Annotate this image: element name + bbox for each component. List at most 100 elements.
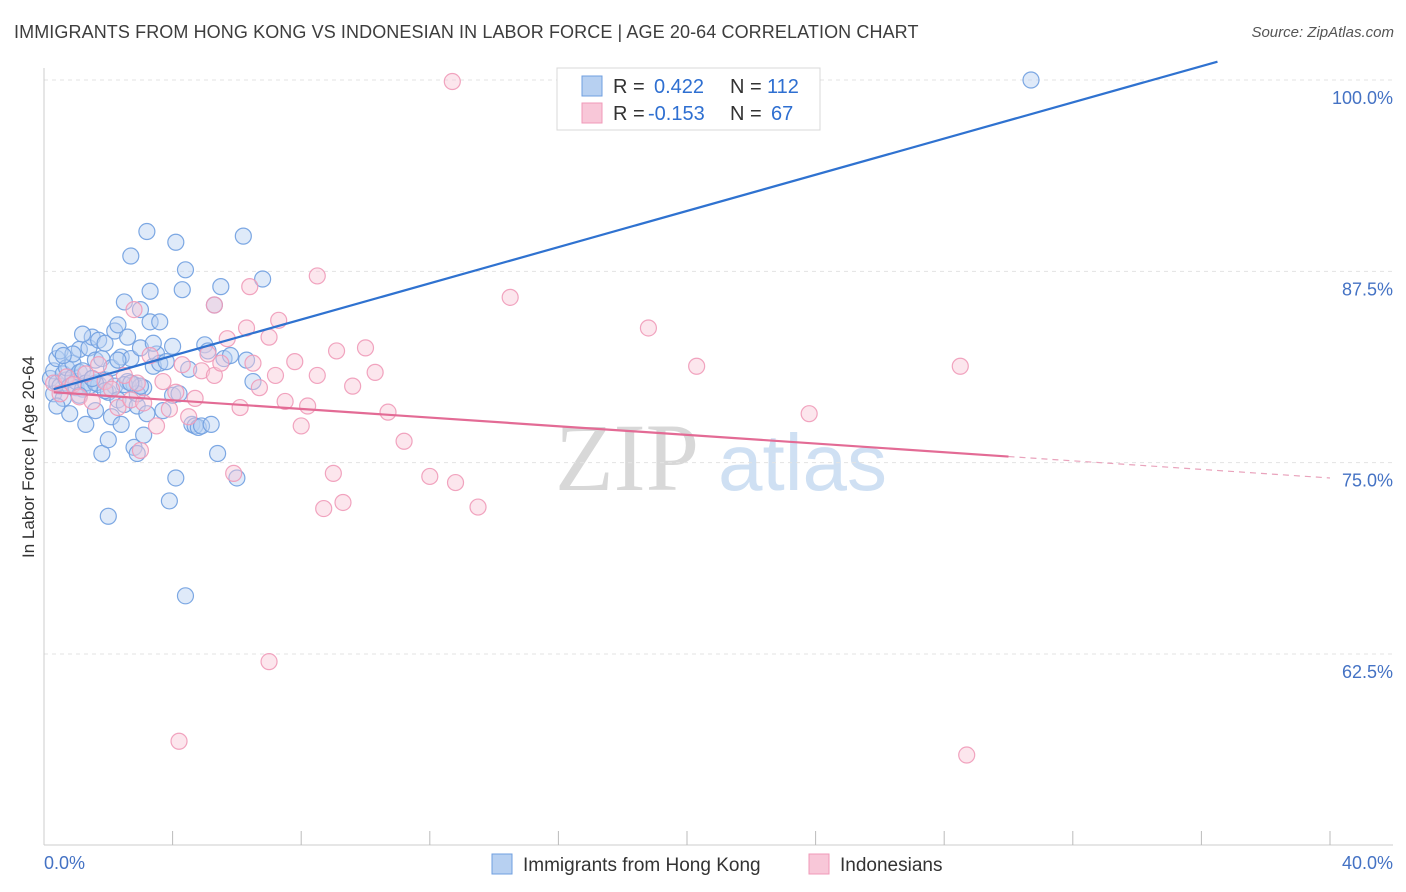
indonesians-point-34 [266, 366, 285, 385]
hong-kong-point-36 [99, 431, 117, 449]
indonesians-point-12 [122, 391, 140, 409]
x-tick-label-min: 0.0% [44, 853, 85, 873]
indonesians-point-21 [180, 408, 198, 426]
indonesians-point-47 [395, 432, 413, 450]
legend-r-label-2: R = [613, 103, 645, 125]
indonesians-point-26 [212, 354, 230, 372]
indonesians-point-17 [154, 372, 172, 391]
indonesians-point-15 [141, 346, 159, 365]
hong-kong-point-42 [109, 316, 127, 334]
hong-kong-point-94 [254, 270, 272, 288]
indonesians-point-63 [131, 441, 150, 460]
hong-kong-point-59 [138, 405, 156, 423]
bottom-legend-label-indonesians: Indonesians [840, 855, 942, 876]
hong-kong-point-48 [118, 328, 137, 346]
hong-kong-point-72 [167, 233, 185, 251]
x-ticks [172, 831, 1331, 845]
y-tick-label-3: 100.0% [1332, 88, 1393, 108]
y-axis-label: In Labor Force | Age 20-64 [19, 356, 38, 558]
hong-kong-point-56 [131, 301, 150, 319]
hong-kong-point-71 [164, 337, 182, 355]
hong-kong-point-91 [234, 227, 252, 245]
indonesians-point-49 [446, 473, 465, 492]
trend-line-indonesians-extension [1008, 455, 1331, 479]
hong-kong-point-108 [109, 351, 127, 369]
watermark-atlas: atlas [718, 418, 887, 507]
indonesians-point-51 [501, 288, 519, 306]
bottom-legend-label-hong-kong: Immigrants from Hong Kong [523, 855, 761, 876]
legend-box: R = 0.422 N = 112 R = -0.153 N = 67 [556, 67, 821, 131]
chart-title: IMMIGRANTS FROM HONG KONG VS INDONESIAN … [14, 22, 919, 42]
hong-kong-point-6 [51, 342, 69, 360]
hong-kong-point-96 [176, 587, 195, 605]
hong-kong-point-107 [131, 377, 150, 395]
indonesians-point-46 [379, 403, 397, 421]
y-tick-labels: 62.5% 75.0% 87.5% 100.0% [1332, 88, 1393, 682]
indonesians-point-39 [308, 366, 326, 385]
axes [43, 68, 1393, 846]
source-credit: Source: ZipAtlas.com [1251, 24, 1394, 41]
indonesians-point-43 [344, 377, 362, 395]
indonesians-point-38 [299, 397, 317, 415]
hong-kong-point-12 [61, 405, 79, 423]
indonesians-point-23 [192, 362, 211, 380]
indonesians-point-66 [327, 342, 346, 360]
legend-n-label-1: N = [730, 76, 762, 98]
hong-kong-point-99 [73, 325, 92, 343]
hong-kong-point-97 [1022, 71, 1040, 89]
hong-kong-point-60 [138, 222, 156, 241]
indonesians-point-10 [109, 398, 127, 417]
legend-n-label-2: N = [730, 103, 762, 125]
hong-kong-point-73 [167, 469, 185, 487]
y-tick-label-2: 87.5% [1342, 279, 1393, 299]
indonesians-point-37 [292, 417, 310, 435]
indonesians-point-19 [167, 383, 185, 401]
indonesians-point-29 [231, 398, 249, 417]
indonesians-point-64 [241, 278, 259, 296]
hong-kong-point-84 [202, 415, 220, 433]
indonesians-point-54 [800, 405, 818, 423]
indonesians-point-58 [205, 296, 223, 314]
indonesians-point-62 [958, 746, 976, 764]
series-hong-kong-points [41, 71, 1040, 605]
indonesians-point-52 [639, 319, 658, 337]
hong-kong-point-67 [154, 402, 172, 420]
hong-kong-point-75 [173, 281, 191, 299]
hong-kong-point-54 [128, 444, 146, 463]
bottom-legend-swatch-hong-kong [491, 853, 513, 875]
hong-kong-point-32 [93, 444, 111, 463]
indonesians-point-42 [334, 493, 352, 512]
bottom-legend-swatch-indonesians [808, 853, 830, 875]
indonesians-point-35 [276, 392, 294, 411]
legend-r-label-1: R = [613, 76, 645, 98]
legend-r-value-1: 0.422 [654, 76, 704, 98]
hong-kong-point-65 [151, 313, 169, 331]
hong-kong-point-69 [160, 492, 178, 510]
indonesians-point-28 [225, 464, 243, 482]
indonesians-point-33 [260, 328, 278, 346]
watermark-zip: ZIP [555, 404, 699, 511]
hong-kong-point-86 [209, 444, 227, 463]
trend-line-hong-kong [53, 60, 1218, 391]
indonesians-point-7 [90, 356, 108, 374]
hong-kong-point-28 [86, 402, 105, 420]
hong-kong-point-22 [77, 415, 95, 433]
hong-kong-point-49 [122, 247, 140, 265]
legend-n-value-1: 112 [767, 76, 799, 98]
hong-kong-point-34 [96, 334, 114, 352]
hong-kong-point-93 [244, 372, 262, 391]
indonesians-point-59 [125, 301, 143, 319]
indonesians-point-41 [324, 464, 342, 482]
legend-swatch-indonesians [581, 102, 603, 124]
indonesians-point-20 [173, 356, 191, 374]
trend-lines [53, 60, 1331, 479]
indonesians-point-50 [469, 498, 487, 516]
indonesians-point-45 [366, 363, 384, 381]
indonesians-point-13 [128, 374, 146, 392]
indonesians-point-57 [308, 267, 326, 285]
trend-line-indonesians [53, 391, 1009, 458]
indonesians-point-36 [286, 353, 304, 371]
indonesians-point-32 [250, 379, 269, 397]
legend-swatch-hong-kong [581, 75, 603, 97]
